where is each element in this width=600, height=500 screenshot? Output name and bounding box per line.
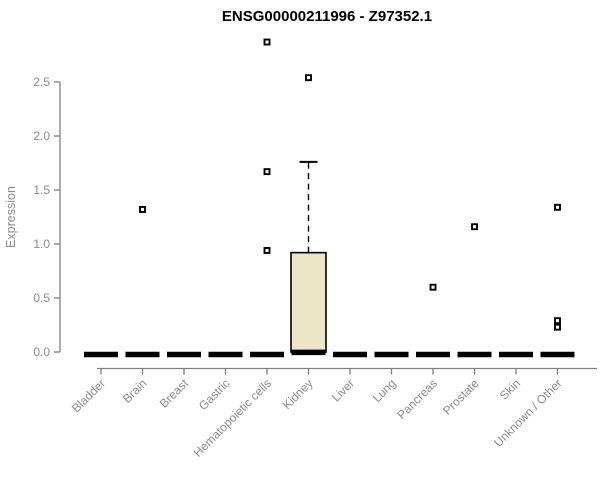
- y-tick-label: 0.5: [33, 291, 50, 305]
- y-tick-label: 1.0: [33, 237, 50, 251]
- outlier-brain-1: [139, 205, 146, 213]
- outlier-unknown-other-2: [554, 317, 561, 325]
- chart-title: ENSG00000211996 - Z97352.1: [222, 8, 432, 25]
- x-tick-label-hematopoietic-cells: Hematopoietic cells: [191, 376, 274, 459]
- x-tick-label-breast: Breast: [157, 376, 192, 411]
- x-tick-label-brain: Brain: [120, 376, 150, 406]
- x-tick-label-skin: Skin: [497, 376, 523, 402]
- x-tick-label-prostate: Prostate: [440, 376, 482, 418]
- outlier-unknown-other-1: [554, 203, 561, 211]
- outlier-prostate-1: [471, 223, 478, 231]
- x-tick-label-bladder: Bladder: [69, 376, 108, 415]
- box-kidney: [290, 251, 327, 353]
- outlier-kidney-1: [305, 74, 312, 82]
- y-axis-title: Expression: [4, 186, 18, 248]
- plot-area: 0.0 0.5 1.0 1.5 2.0 2.5 Expression Bladder Brain…: [4, 38, 597, 460]
- outlier-unknown-other-3: [554, 323, 561, 331]
- x-tick-label-pancreas: Pancreas: [394, 376, 440, 422]
- y-tick-label: 2.5: [33, 75, 50, 89]
- y-tick-label: 2.0: [33, 129, 50, 143]
- y-tick-label: 1.5: [33, 183, 50, 197]
- x-tick-label-liver: Liver: [329, 376, 357, 404]
- x-tick-label-kidney: Kidney: [280, 376, 316, 412]
- outlier-hematopoietic-cells-2: [263, 168, 271, 176]
- outlier-pancreas-1: [429, 283, 437, 291]
- x-tick-label-gastric: Gastric: [196, 376, 233, 413]
- outlier-hematopoietic-cells-1: [263, 38, 271, 46]
- outlier-hematopoietic-cells-3: [263, 247, 271, 254]
- y-tick-label: 0.0: [33, 345, 50, 359]
- x-tick-label-lung: Lung: [370, 376, 399, 405]
